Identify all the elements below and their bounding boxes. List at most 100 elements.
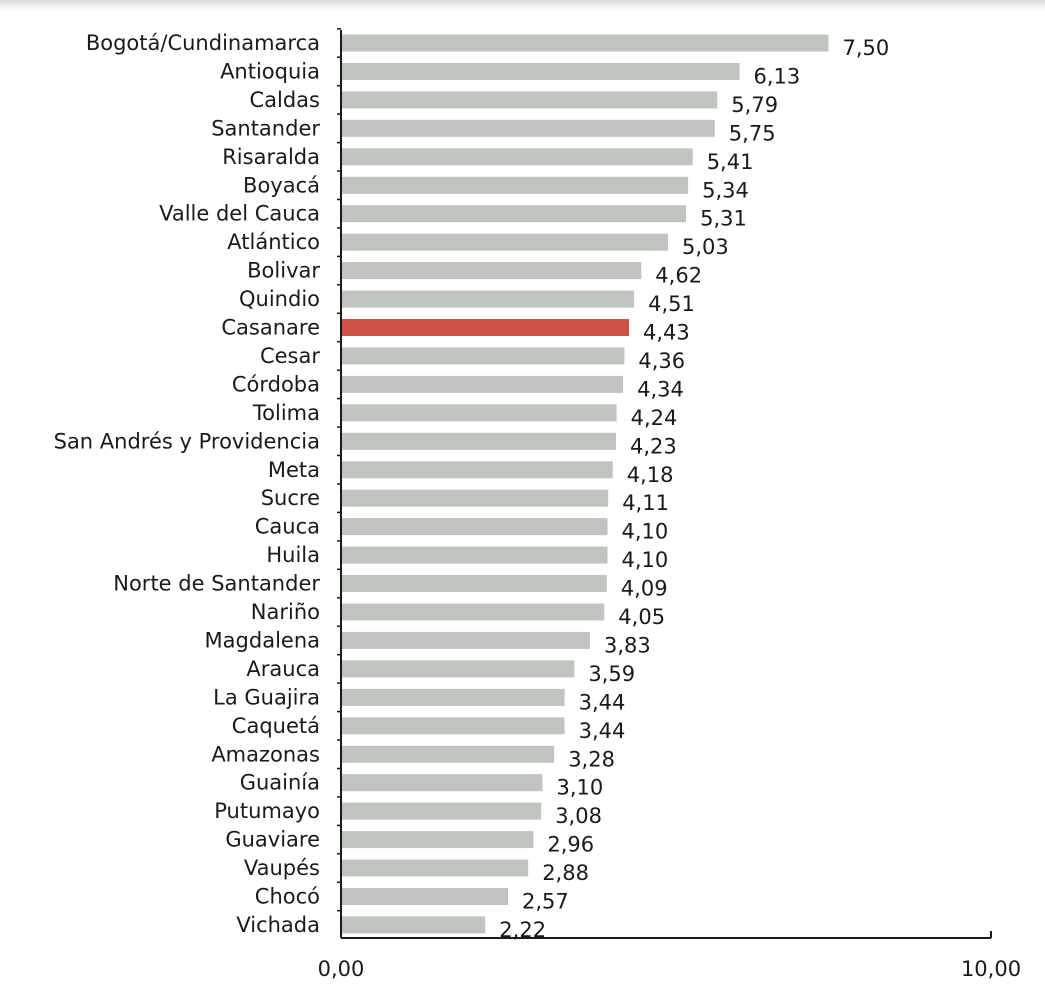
- bar: [342, 489, 609, 507]
- bar: [342, 262, 642, 280]
- value-label: 5,75: [729, 121, 776, 145]
- category-label: Córdoba: [232, 372, 320, 396]
- bar: [342, 233, 668, 251]
- bar: [342, 375, 624, 393]
- category-label: San Andrés y Providencia: [54, 429, 320, 453]
- bar: [342, 831, 534, 849]
- bar: [342, 319, 629, 336]
- bar: [342, 404, 617, 422]
- value-label: 3,10: [557, 776, 604, 800]
- bar: [342, 205, 687, 223]
- value-label: 4,62: [655, 264, 702, 288]
- value-label: 5,03: [682, 235, 729, 259]
- category-label: Bolivar: [247, 259, 320, 283]
- value-label: 3,08: [555, 804, 602, 828]
- category-label: Guainía: [240, 771, 320, 795]
- bar: [342, 631, 590, 649]
- category-label: Guaviare: [225, 828, 320, 852]
- bar: [342, 91, 718, 109]
- bar: [342, 432, 616, 450]
- category-label: Vichada: [236, 913, 320, 937]
- x-tick-label: 0,00: [318, 957, 365, 981]
- bar: [342, 688, 565, 706]
- category-label: Caldas: [249, 88, 320, 112]
- value-label: 3,83: [604, 633, 651, 657]
- category-label: Caquetá: [232, 714, 320, 738]
- category-label: Tolima: [252, 401, 320, 425]
- category-label: Sucre: [261, 486, 320, 510]
- value-label: 4,34: [637, 377, 684, 401]
- category-label: Meta: [268, 458, 320, 482]
- category-label: Antioquia: [220, 60, 320, 84]
- value-label: 4,24: [631, 406, 678, 430]
- bar: [342, 888, 509, 905]
- value-label: 4,36: [638, 349, 685, 373]
- bar: [342, 347, 625, 365]
- value-label: 4,23: [630, 434, 677, 458]
- bar: [342, 774, 543, 792]
- bar: [342, 717, 565, 735]
- category-label: Vaupés: [244, 856, 320, 880]
- value-label: 5,34: [702, 178, 749, 202]
- category-label: Cesar: [260, 344, 320, 368]
- category-label: Nariño: [251, 600, 320, 624]
- bar: [342, 575, 607, 592]
- bar: [342, 745, 555, 763]
- bar: [342, 603, 605, 621]
- bar: [342, 660, 575, 678]
- value-label: 4,10: [622, 548, 669, 572]
- category-label: Casanare: [221, 316, 320, 340]
- bar: [342, 119, 715, 137]
- value-label: 7,50: [843, 36, 890, 60]
- value-label: 2,57: [522, 890, 569, 914]
- value-label: 2,88: [542, 861, 589, 885]
- category-label: Magdalena: [205, 628, 320, 652]
- bar: [342, 916, 486, 934]
- category-label: Valle del Cauca: [159, 202, 320, 226]
- category-label: Amazonas: [211, 742, 320, 766]
- category-label: Risaralda: [222, 145, 320, 169]
- category-label: Atlántico: [227, 230, 320, 254]
- category-label: Quindio: [239, 287, 320, 311]
- bar: [342, 802, 542, 820]
- category-label: Arauca: [246, 657, 320, 681]
- category-label: Norte de Santander: [113, 572, 320, 596]
- bar: [342, 176, 689, 194]
- value-label: 4,05: [618, 605, 665, 629]
- x-tick-label: 10,00: [961, 957, 1021, 981]
- bar: [342, 461, 613, 479]
- value-label: 4,10: [622, 520, 669, 544]
- bar: [342, 148, 693, 166]
- bar: [342, 518, 608, 536]
- category-label: Bogotá/Cundinamarca: [86, 31, 320, 55]
- value-label: 2,96: [547, 833, 594, 857]
- value-label: 3,44: [579, 690, 626, 714]
- category-label: Cauca: [255, 515, 320, 539]
- value-label: 3,59: [588, 662, 635, 686]
- bar: [342, 290, 635, 308]
- category-label: Putumayo: [214, 799, 320, 823]
- category-label: La Guajira: [213, 685, 320, 709]
- category-label: Boyacá: [243, 173, 320, 197]
- value-label: 4,09: [621, 577, 668, 601]
- value-label: 5,79: [731, 93, 778, 117]
- category-label: Santander: [211, 116, 320, 140]
- value-label: 3,44: [579, 719, 626, 743]
- value-label: 4,51: [648, 292, 695, 316]
- bar: [342, 546, 608, 564]
- bar: [342, 859, 529, 877]
- value-label: 4,18: [627, 463, 674, 487]
- value-label: 5,41: [707, 150, 754, 174]
- bar: [342, 63, 740, 80]
- bar: [342, 34, 829, 52]
- value-label: 3,28: [568, 747, 615, 771]
- category-label: Chocó: [255, 885, 320, 909]
- value-label: 5,31: [700, 207, 747, 231]
- value-label: 4,43: [643, 321, 690, 345]
- category-label: Huila: [266, 543, 320, 567]
- value-label: 4,11: [622, 491, 669, 515]
- value-label: 6,13: [754, 65, 801, 89]
- top-border: [0, 0, 1045, 10]
